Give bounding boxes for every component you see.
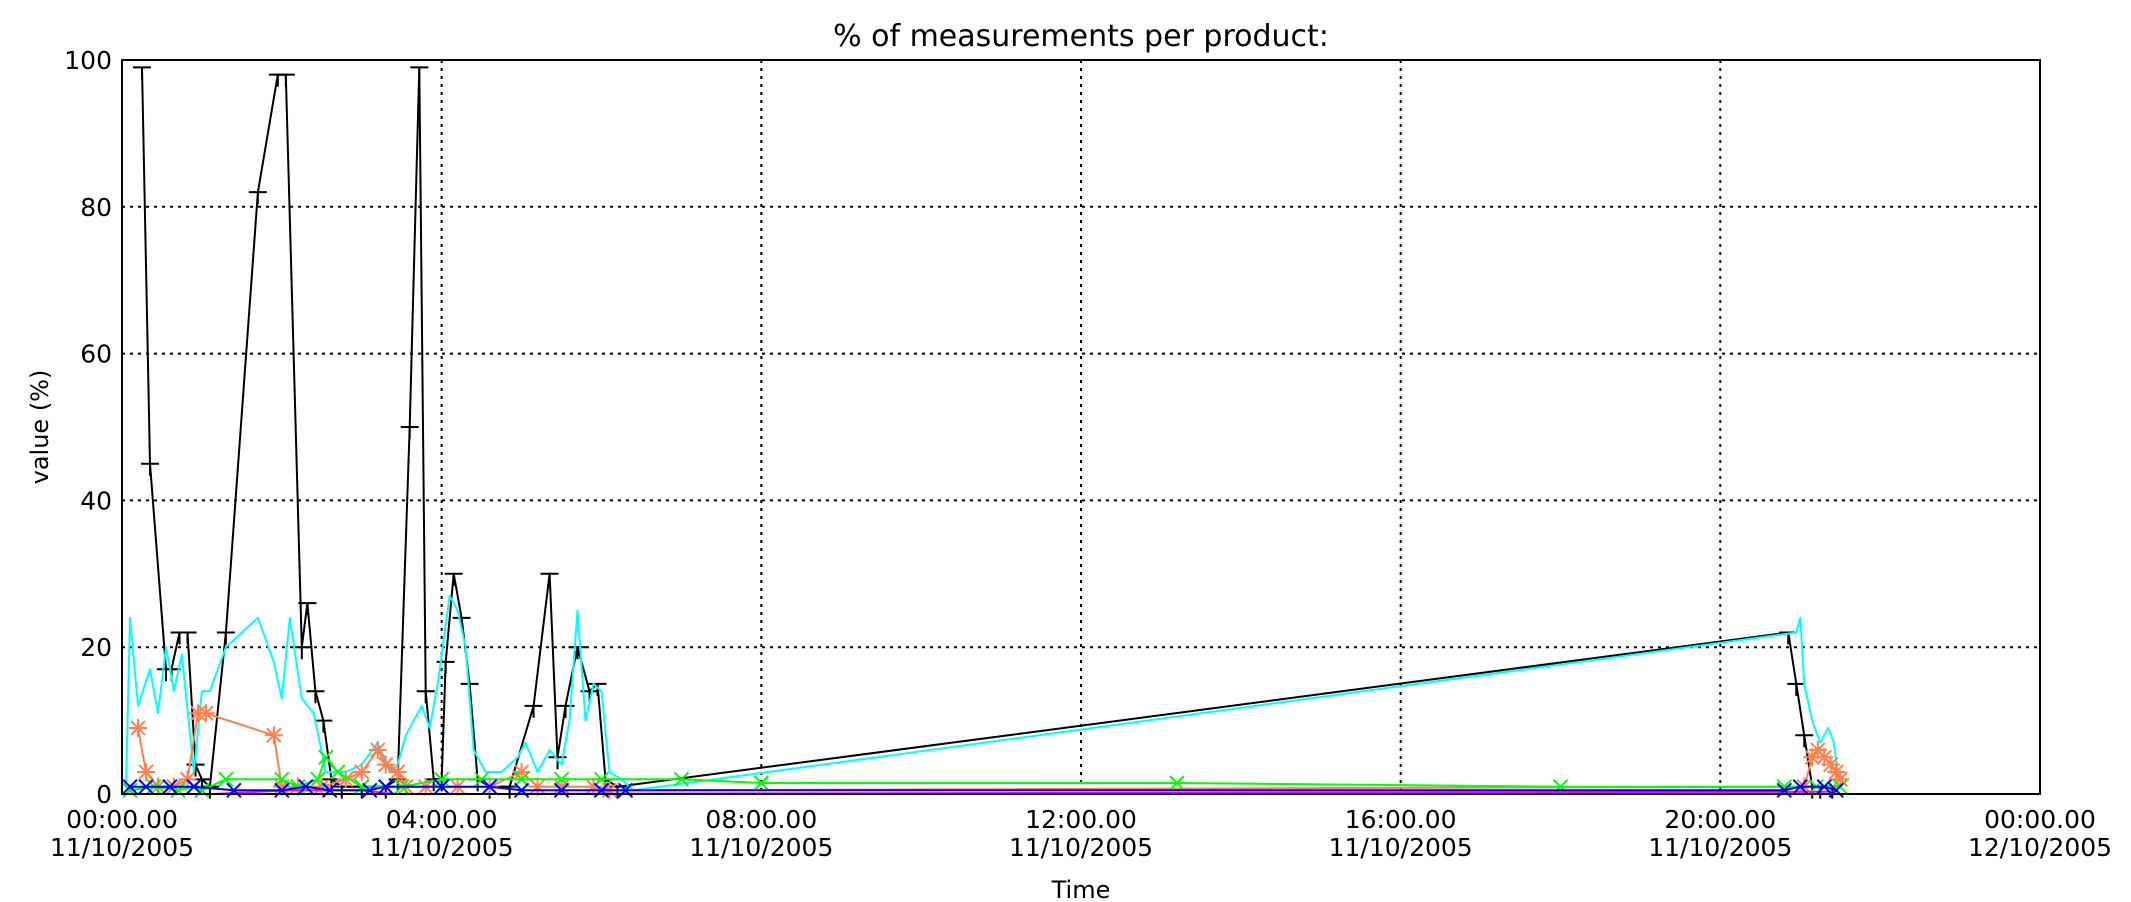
data-point: [318, 749, 334, 766]
data-point: [433, 778, 450, 795]
data-point: [128, 718, 147, 737]
data-point: [138, 778, 154, 795]
data-point: [410, 66, 429, 80]
data-point: [196, 704, 215, 723]
data-point: [553, 771, 570, 788]
data-point: [136, 762, 155, 781]
data-point: [186, 778, 202, 795]
data-point: [162, 778, 178, 795]
data-point: [178, 631, 197, 645]
data-point: [1169, 775, 1185, 791]
x-tick-date-label: 11/10/2005: [1009, 833, 1153, 862]
x-tick-date-label: 11/10/2005: [689, 833, 833, 862]
data-point: [298, 778, 314, 795]
plot-frame: [121, 59, 2041, 795]
data-point: [132, 66, 151, 80]
x-tick-time-label: 20:00.00: [1664, 805, 1776, 834]
x-axis-label: Time: [1051, 876, 1111, 902]
series-line: [130, 785, 1837, 792]
data-point: [1795, 734, 1814, 748]
y-tick-label: 0: [96, 780, 112, 809]
data-point: [312, 777, 331, 796]
data-point: [513, 771, 530, 788]
data-point: [588, 682, 607, 696]
chart-title: % of measurements per product:: [833, 19, 1329, 54]
data-point: [264, 726, 283, 745]
y-tick-label: 80: [80, 193, 112, 222]
data-point: [1827, 762, 1846, 781]
x-tick-date-label: 11/10/2005: [370, 833, 514, 862]
x-tick-time-label: 00:00.00: [1984, 805, 2096, 834]
data-point: [388, 762, 407, 781]
data-point: [352, 762, 371, 781]
data-point: [306, 690, 325, 704]
data-point: [248, 191, 267, 205]
data-point: [481, 778, 498, 795]
y-axis-label: value (%): [26, 370, 54, 485]
data-point: [1816, 778, 1832, 795]
data-point: [593, 771, 610, 788]
grid-layer: [122, 60, 2040, 794]
data-point: [528, 777, 547, 796]
data-point: [330, 764, 346, 780]
data-point: [1792, 778, 1808, 795]
data-point: [122, 778, 138, 795]
x-tick-date-label: 11/10/2005: [50, 833, 194, 862]
y-tick-label: 100: [64, 46, 112, 75]
data-point: [276, 73, 295, 87]
x-tick-time-label: 16:00.00: [1345, 805, 1457, 834]
data-point: [524, 704, 543, 718]
x-tick-time-label: 08:00.00: [705, 805, 817, 834]
x-tick-time-label: 12:00.00: [1025, 805, 1137, 834]
data-point: [433, 771, 450, 788]
data-point: [568, 646, 587, 660]
data-point: [673, 771, 690, 788]
tick-layer: 02040608010000:00.0011/10/200504:00.0011…: [50, 46, 2112, 862]
data-point: [140, 462, 159, 476]
data-point: [444, 572, 463, 586]
data-point: [368, 740, 387, 759]
x-tick-date-label: 11/10/2005: [1648, 833, 1792, 862]
data-point: [292, 646, 311, 660]
data-point: [753, 775, 770, 791]
y-tick-label: 60: [80, 340, 112, 369]
data-point: [378, 778, 394, 795]
y-tick-label: 40: [80, 486, 112, 515]
x-tick-date-label: 12/10/2005: [1968, 833, 2112, 862]
data-point: [218, 771, 234, 788]
data-point: [332, 785, 351, 799]
data-point: [416, 690, 435, 704]
data-point: [216, 631, 235, 645]
data-point: [298, 602, 317, 616]
x-tick-time-label: 04:00.00: [386, 805, 498, 834]
data-point: [376, 755, 395, 774]
data-point: [274, 771, 290, 788]
data-point: [436, 660, 455, 674]
data-point: [540, 572, 559, 586]
y-tick-label: 20: [80, 633, 112, 662]
x-tick-date-label: 11/10/2005: [1329, 833, 1473, 862]
x-tick-time-label: 00:00.00: [66, 805, 178, 834]
data-point: [400, 426, 419, 439]
data-point: [1803, 748, 1822, 767]
data-point: [314, 719, 333, 733]
data-point: [1787, 682, 1806, 696]
